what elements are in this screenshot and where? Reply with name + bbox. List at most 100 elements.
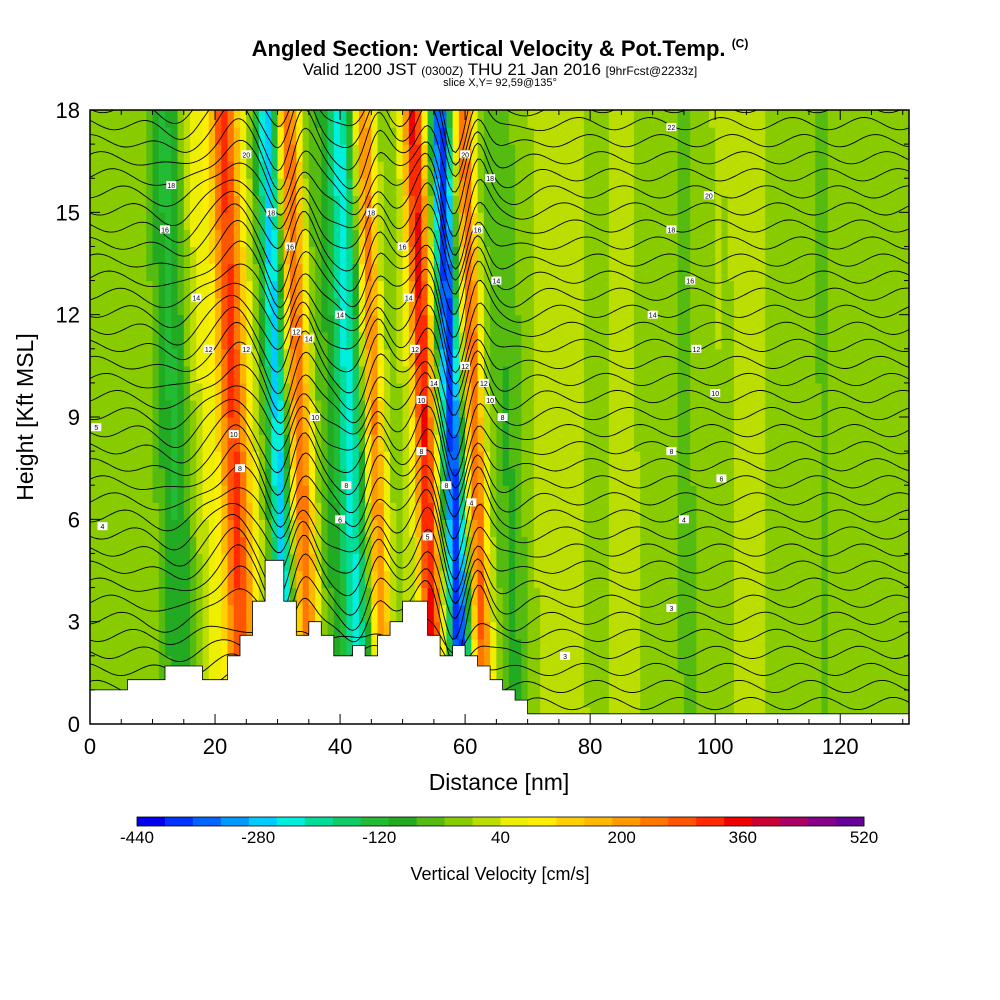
velocity-cell <box>565 689 572 708</box>
velocity-cell <box>308 314 316 333</box>
velocity-cell <box>452 451 460 469</box>
velocity-cell <box>315 468 322 486</box>
velocity-cell <box>90 331 97 350</box>
velocity-cell <box>246 280 254 299</box>
velocity-cell <box>840 195 848 213</box>
velocity-cell <box>802 297 810 316</box>
velocity-cell <box>390 587 397 606</box>
velocity-cell <box>508 127 516 145</box>
velocity-cell <box>340 621 347 640</box>
velocity-cell <box>583 519 591 537</box>
velocity-cell <box>433 468 441 486</box>
velocity-cell <box>552 417 560 435</box>
velocity-cell <box>752 195 760 213</box>
velocity-cell <box>858 468 866 486</box>
velocity-cell <box>177 178 185 196</box>
velocity-cell <box>290 434 297 452</box>
velocity-cell <box>808 331 816 350</box>
velocity-cell <box>421 382 429 401</box>
velocity-cell <box>790 587 798 606</box>
contour-label-bg <box>560 651 571 660</box>
velocity-cell <box>446 382 454 401</box>
velocity-cell <box>596 502 604 520</box>
velocity-cell <box>852 144 860 162</box>
velocity-cell <box>183 553 191 572</box>
velocity-cell <box>502 485 510 503</box>
velocity-cell <box>108 434 116 452</box>
velocity-cell <box>615 570 623 589</box>
velocity-cell <box>590 280 597 299</box>
velocity-cell <box>521 519 529 537</box>
velocity-cell <box>571 246 579 265</box>
velocity-cell <box>246 519 254 537</box>
velocity-cell <box>158 280 166 299</box>
velocity-cell <box>152 587 160 606</box>
velocity-cell <box>715 655 723 674</box>
velocity-cell <box>321 553 329 572</box>
velocity-cell <box>290 502 297 520</box>
velocity-cell <box>340 263 347 282</box>
velocity-cell <box>440 263 447 282</box>
contour-label: 18 <box>167 183 175 190</box>
velocity-cell <box>483 536 491 555</box>
theta-contour <box>90 489 909 580</box>
velocity-cell <box>146 280 154 299</box>
velocity-cell <box>621 365 629 384</box>
velocity-cell <box>746 178 754 196</box>
velocity-cell <box>365 229 372 248</box>
velocity-cell <box>783 280 791 299</box>
velocity-cell <box>683 399 691 418</box>
velocity-cell <box>608 110 616 128</box>
velocity-cell <box>815 399 823 418</box>
velocity-cell <box>808 536 816 555</box>
velocity-cell <box>827 553 835 572</box>
velocity-cell <box>446 110 454 128</box>
velocity-cell <box>652 519 660 537</box>
velocity-cell <box>421 485 429 503</box>
velocity-cell <box>877 110 885 128</box>
velocity-cell <box>727 178 735 196</box>
velocity-cell <box>315 536 322 555</box>
velocity-cell <box>483 417 491 435</box>
velocity-cell <box>202 144 210 162</box>
velocity-cell <box>833 110 841 128</box>
velocity-cell <box>140 502 147 520</box>
velocity-cell <box>546 621 554 640</box>
theta-contour <box>90 139 909 215</box>
velocity-cell <box>683 382 691 401</box>
velocity-cell <box>552 110 560 128</box>
velocity-cell <box>302 297 310 316</box>
velocity-cell <box>783 331 791 350</box>
velocity-cell <box>827 144 835 162</box>
velocity-cell <box>165 348 172 367</box>
velocity-cell <box>252 178 260 196</box>
velocity-cell <box>796 638 804 657</box>
velocity-cell <box>283 110 291 128</box>
velocity-cell <box>690 348 698 367</box>
velocity-cell <box>402 451 410 469</box>
velocity-cell <box>202 536 210 555</box>
velocity-cell <box>308 280 316 299</box>
velocity-cell <box>858 502 866 520</box>
velocity-cell <box>577 297 585 316</box>
velocity-cell <box>833 417 841 435</box>
contour-label-bg <box>410 344 421 353</box>
velocity-cell <box>896 417 904 435</box>
velocity-cell <box>177 195 185 213</box>
velocity-cell <box>502 331 510 350</box>
velocity-cell <box>871 127 879 145</box>
velocity-cell <box>433 451 441 469</box>
velocity-cell <box>121 502 129 520</box>
velocity-cell <box>227 587 235 606</box>
velocity-cell <box>115 127 122 145</box>
velocity-cell <box>696 655 704 674</box>
contour-label-bg <box>285 242 296 251</box>
contour-label-bg <box>491 276 502 285</box>
velocity-cell <box>115 314 122 333</box>
velocity-cell <box>358 451 366 469</box>
contour-label-bg <box>485 395 496 404</box>
velocity-cell <box>246 451 254 469</box>
velocity-cell <box>833 195 841 213</box>
velocity-cell <box>333 297 341 316</box>
velocity-cell <box>690 536 698 555</box>
